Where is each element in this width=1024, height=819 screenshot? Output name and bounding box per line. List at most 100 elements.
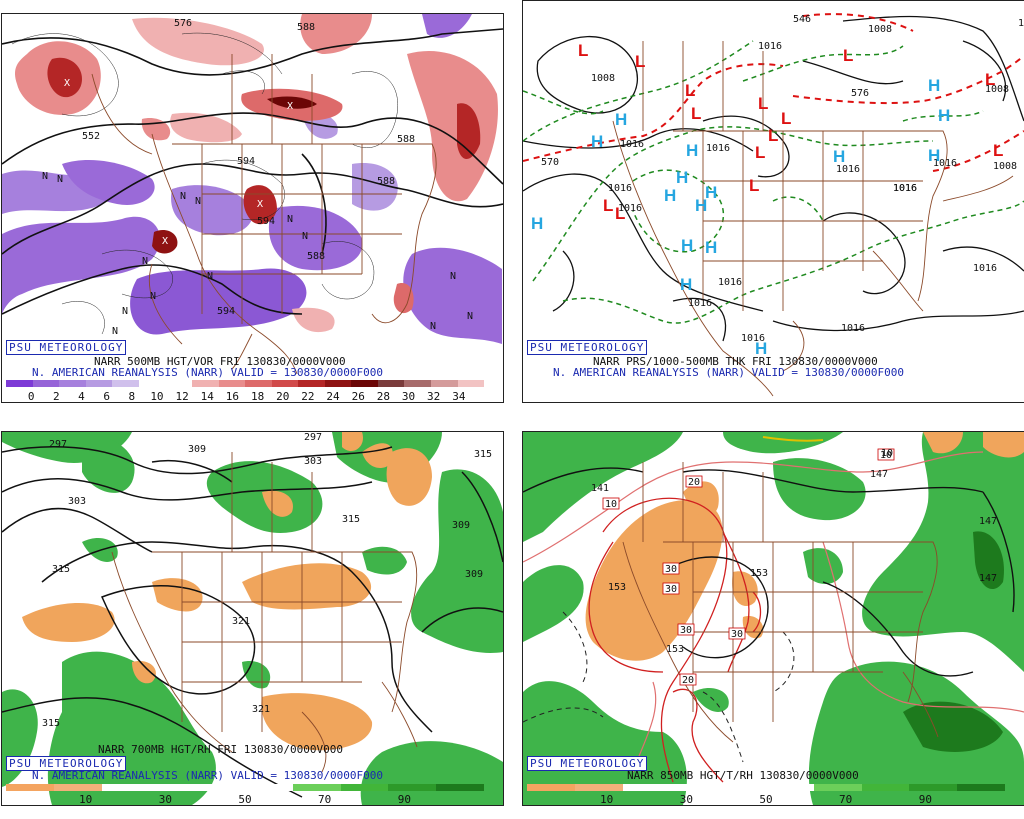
contour-label: 1016	[1018, 18, 1024, 29]
contour-label: 147	[979, 573, 997, 584]
contour-label: 147	[979, 516, 997, 527]
svg-text:20: 20	[682, 675, 694, 686]
n-marker: N	[42, 171, 48, 182]
vorticity-colorbar	[6, 380, 485, 387]
contour-label: 594	[217, 306, 235, 317]
colorbar-tick-label: 20	[276, 390, 290, 403]
panel-caption-title: NARR 700MB HGT/RH FRI 130830/0000V000	[98, 743, 344, 756]
temp-box-label: 30	[662, 582, 680, 595]
colorbar-tick-label: 30	[158, 793, 172, 806]
n-marker: N	[122, 306, 128, 317]
svg-text:30: 30	[665, 564, 677, 575]
colorbar-swatch	[244, 784, 293, 791]
contour-label: 153	[666, 644, 684, 655]
low-pressure-marker: L	[603, 196, 613, 215]
contour-label: 588	[307, 251, 325, 262]
low-pressure-marker: L	[993, 141, 1003, 160]
contour-label: 1016	[973, 263, 997, 274]
n-marker: N	[287, 214, 293, 225]
panel-caption-title: NARR PRS/1000-500MB THK FRI 130830/0000V…	[593, 355, 878, 368]
colorbar-tick-label: 6	[103, 390, 110, 403]
colorbar-swatch	[59, 380, 86, 387]
colorbar-swatch	[527, 784, 575, 791]
colorbar-swatch	[436, 784, 484, 791]
temp-box-label: 30	[662, 562, 680, 575]
contour-label: 546	[793, 14, 811, 25]
low-pressure-marker: L	[755, 143, 765, 162]
colorbar-swatch	[861, 784, 910, 791]
panel-caption-valid: N. AMERICAN REANALYSIS (NARR) VALID = 13…	[32, 769, 383, 782]
contour-label: 153	[750, 568, 768, 579]
temp-box-label: 30	[728, 627, 746, 640]
n-marker: N	[195, 196, 201, 207]
contour-label: 1016	[620, 139, 644, 150]
low-pressure-marker: L	[749, 176, 759, 195]
low-pressure-marker: L	[985, 70, 995, 89]
svg-text:30: 30	[665, 584, 677, 595]
rh-colorbar-ticks: 10 30 50 70 90	[527, 793, 1005, 805]
colorbar-swatch	[271, 380, 299, 387]
panel-700mb-rh: 297 309 297 303 303 315 315 315 309 309 …	[1, 431, 504, 806]
low-pressure-markers: L L L L L L L L L L L L L L	[578, 41, 1003, 223]
colorbar-swatch	[351, 380, 378, 387]
panel-500mb-vorticity: 576 588 588 552 594 594 594 588 588 N N …	[1, 13, 504, 403]
colorbar-tick-label: 0	[27, 390, 35, 403]
contour-labels: 297 309 297 303 303 315 315 315 309 309 …	[42, 432, 492, 729]
panel-caption-title: NARR 850MB HGT/T/RH 130830/0000V000	[627, 769, 859, 782]
colorbar-swatch	[957, 784, 1005, 791]
colorbar-swatch	[53, 784, 102, 791]
svg-text:10: 10	[605, 499, 617, 510]
contour-label: 315	[474, 449, 492, 460]
high-pressure-marker: H	[591, 132, 603, 151]
colorbar-swatch	[670, 784, 719, 791]
high-pressure-marker: H	[705, 183, 717, 202]
colorbar-swatch	[909, 784, 958, 791]
psu-meteorology-badge: PSU METEOROLOGY	[527, 756, 648, 771]
high-pressure-marker: H	[755, 339, 767, 358]
psu-meteorology-badge: PSU METEOROLOGY	[527, 340, 648, 355]
colorbar-swatch	[191, 380, 219, 387]
colorbar-swatch	[324, 380, 352, 387]
colorbar-swatch	[85, 380, 113, 387]
high-pressure-marker: H	[680, 275, 692, 294]
contour-label: 594	[257, 216, 275, 227]
n-marker: N	[180, 191, 186, 202]
n-marker: N	[207, 271, 213, 282]
vorticity-map: 576 588 588 552 594 594 594 588 588 N N …	[2, 14, 503, 375]
panel-caption-title: NARR 500MB HGT/VOR FRI 130830/0000V000	[94, 355, 346, 368]
high-pressure-marker: H	[664, 186, 676, 205]
colorbar-swatch	[457, 380, 485, 387]
n-marker: N	[142, 256, 148, 267]
low-pressure-marker: L	[615, 204, 625, 223]
colorbar-tick-label: 50	[759, 793, 773, 806]
panel-850mb-hgt-t-rh: 20 10 10 30 30 30 30 20 10 141 147 153 1…	[522, 431, 1024, 806]
colorbar-swatch	[149, 784, 198, 791]
contour-label: 315	[52, 564, 70, 575]
high-pressure-marker: H	[833, 147, 845, 166]
temp-box-label: 10	[881, 448, 893, 459]
temp-box-label: 20	[679, 673, 697, 686]
colorbar-swatch	[765, 784, 814, 791]
contour-label: 309	[188, 444, 206, 455]
colorbar-swatch	[292, 784, 341, 791]
contour-label: 588	[297, 22, 315, 33]
temp-box-label: 10	[877, 448, 895, 461]
temp-box-label: 20	[685, 475, 703, 488]
high-pressure-marker: H	[928, 146, 940, 165]
n-marker: N	[430, 321, 436, 332]
contour-label: 141	[591, 483, 609, 494]
svg-text:30: 30	[731, 629, 743, 640]
vorticity-minimum-markers: N N N N N N N N N N N N N N X X X X	[42, 78, 473, 337]
colorbar-swatch	[197, 784, 245, 791]
colorbar-swatch	[388, 784, 437, 791]
colorbar-swatch	[574, 784, 623, 791]
colorbar-swatch	[112, 380, 139, 387]
colorbar-tick-label: 12	[175, 390, 189, 403]
colorbar-tick-label: 4	[78, 390, 85, 403]
colorbar-swatch	[377, 380, 405, 387]
colorbar-tick-label: 24	[326, 390, 340, 403]
contour-label: 1016	[893, 183, 917, 194]
rh-700mb-map: 297 309 297 303 303 315 315 315 309 309 …	[2, 432, 503, 805]
x-marker: X	[287, 101, 293, 112]
high-pressure-marker: H	[695, 196, 707, 215]
